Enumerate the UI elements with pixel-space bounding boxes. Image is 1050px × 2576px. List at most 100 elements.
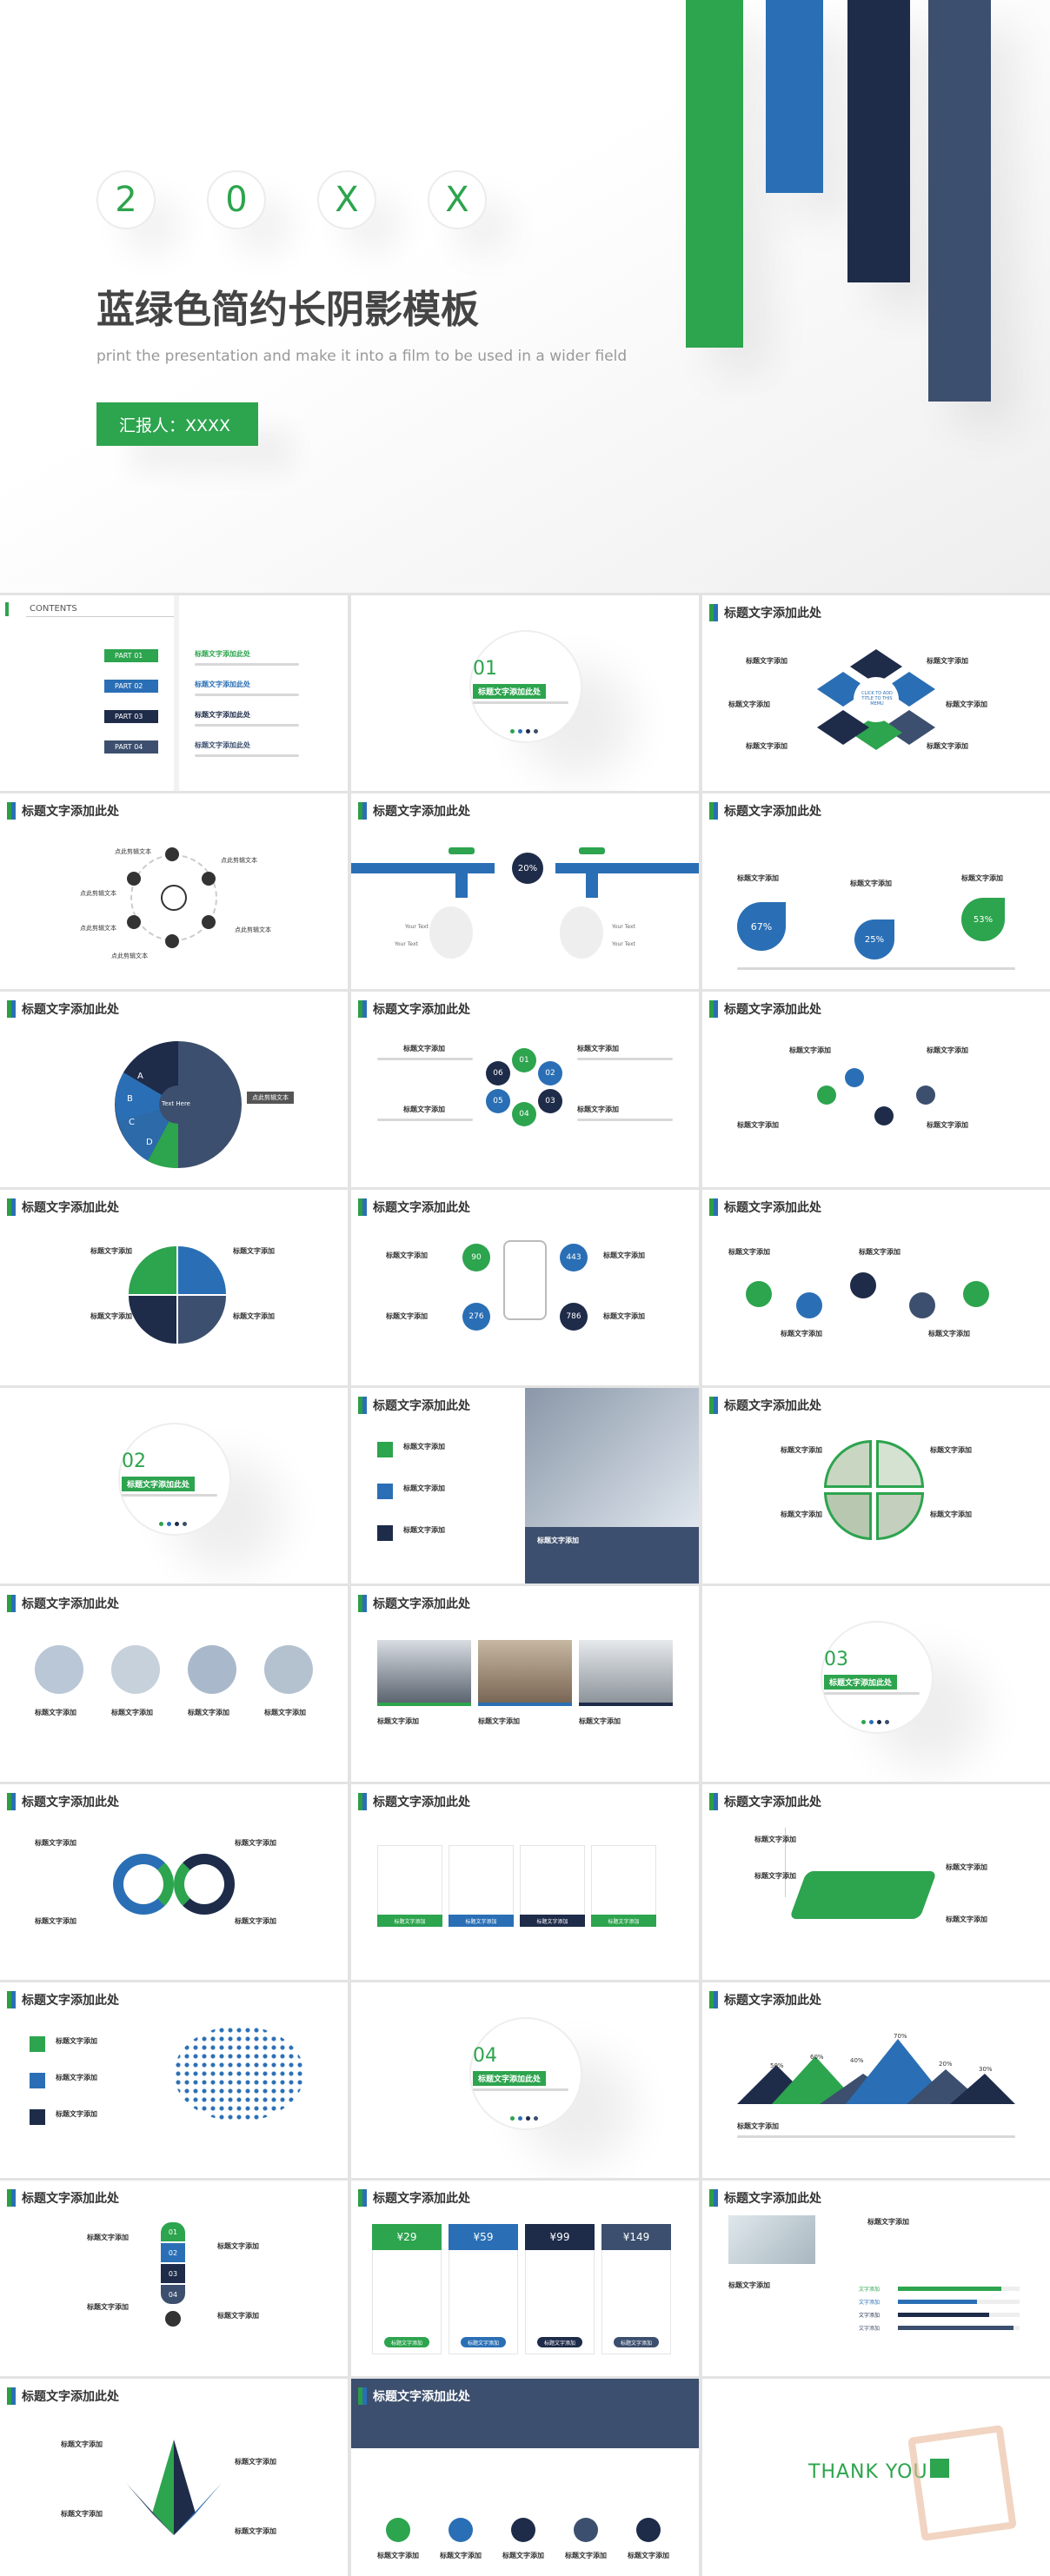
numbered-hex-slide[interactable]: 标题文字添加此处 06 01 02 03 04 05 标题文字添加 标题文字添加… (351, 992, 699, 1187)
accent-square (930, 2459, 949, 2478)
cover-slide[interactable]: 2 0 X X 蓝绿色简约长阴影模板 print the presentatio… (0, 0, 1050, 593)
part-label: PART 04 (104, 740, 158, 754)
drops-slide[interactable]: 标题文字添加此处 67% 25% 53% 标题文字添加 标题文字添加 标题文字添… (702, 793, 1050, 989)
item-title: 标题文字添加 (56, 2037, 97, 2045)
tablet-slide[interactable]: 标题文字添加此处 标题文字添加 标题文字添加 标题文字添加 标题文字添加 (702, 1784, 1050, 1980)
pie-center: Text Here (162, 1100, 190, 1107)
card-button[interactable]: 标题文字添加 (377, 1915, 442, 1927)
cart-icon (129, 1296, 176, 1344)
item-title: 标题文字添加 (781, 1510, 822, 1518)
stat-circle: 276 (462, 1303, 490, 1331)
section-number: 01 (473, 658, 497, 680)
pipe (455, 863, 468, 898)
divider (26, 616, 174, 617)
mountain-pct: 40% (850, 2057, 864, 2064)
office-photo (525, 1388, 699, 1527)
contents-item[interactable]: 标题文字添加此处 (195, 741, 250, 749)
petal-photo-slide[interactable]: 标题文字添加此处 标题文字添加 标题文字添加 标题文字添加 标题文字添加 (702, 1388, 1050, 1583)
mountain-slide[interactable]: 标题文字添加此处 50% 60% 40% 70% 20% 30% 标题文字添加 (702, 1982, 1050, 2178)
bar-track (898, 2313, 1020, 2317)
slide-header: 标题文字添加此处 (373, 1201, 470, 1215)
item-title: 标题文字添加 (386, 1251, 428, 1259)
timeline-slide[interactable]: 标题文字添加此处 标题文字添加 标题文字添加 标题文字添加 标题文字添加 (702, 992, 1050, 1187)
section-slide-04[interactable]: 04 标题文字添加此处 (351, 1982, 699, 2178)
pie-slide[interactable]: 标题文字添加此处 A B C D Text Here 点此剪辑文本 (0, 992, 348, 1187)
slide-header: 标题文字添加此处 (724, 607, 821, 621)
cloud-icon (178, 1246, 226, 1294)
banner-icons-slide[interactable]: 标题文字添加此处 标题文字添加 标题文字添加 标题文字添加 标题文字添加 标题文… (351, 2379, 699, 2576)
number-badge: 01 (512, 1048, 536, 1072)
section-slide-01[interactable]: 01 标题文字添加此处 (351, 595, 699, 791)
slide-header: 标题文字添加此处 (22, 1597, 119, 1611)
logo-stamp (907, 2424, 1017, 2542)
cover-subtitle: print the presentation and make it into … (96, 348, 628, 365)
slide-header: 标题文字添加此处 (724, 2192, 821, 2206)
buy-button[interactable]: 标题文字添加 (537, 2337, 582, 2347)
person-photo (35, 1645, 83, 1694)
drop-shape (560, 906, 603, 959)
item-title: 标题文字添加 (233, 1312, 275, 1320)
buy-button[interactable]: 标题文字添加 (614, 2337, 659, 2347)
caption-title: 标题文字添加 (537, 1537, 579, 1544)
hex-center-text: CLICK TO ADD TITLE TO THIS MEMU (861, 691, 893, 707)
hexagon-slide[interactable]: 标题文字添加此处 CLICK TO ADD TITLE TO THIS MEMU… (702, 595, 1050, 791)
cycle-arrow (174, 1854, 235, 1915)
phone-stats-slide[interactable]: 标题文字添加此处 90 443 276 786 标题文字添加 标题文字添加 标题… (351, 1190, 699, 1385)
cycle-label: 点此剪辑文本 (111, 953, 148, 959)
mountain-chart (737, 2039, 1015, 2104)
origami-slide[interactable]: 标题文字添加此处 标题文字添加 标题文字添加 标题文字添加 标题文字添加 (0, 2379, 348, 2576)
contents-item[interactable]: 标题文字添加此处 (195, 681, 250, 688)
item-title: 标题文字添加 (737, 2122, 779, 2130)
people-slide[interactable]: 标题文字添加此处 标题文字添加 标题文字添加 标题文字添加 标题文字添加 (0, 1586, 348, 1782)
item-title: 标题文字添加 (754, 1836, 796, 1843)
quad-circle-slide[interactable]: 标题文字添加此处 标题文字添加 标题文字添加 标题文字添加 标题文字添加 (0, 1190, 348, 1385)
section-slide-02[interactable]: 02 标题文字添加此处 (0, 1388, 348, 1583)
bar-label: 文字添加 (859, 2326, 881, 2332)
pipe-slide[interactable]: 标题文字添加此处 20% Your Text Your Text Your Te… (351, 793, 699, 989)
item-title: 标题文字添加 (386, 1312, 428, 1320)
section-label: 标题文字添加此处 (473, 2071, 547, 2086)
hex-label: 标题文字添加 (746, 742, 788, 750)
contents-slide[interactable]: CONTENTS PART 01 PART 02 PART 03 PART 04… (0, 595, 348, 791)
item-title: 标题文字添加 (35, 1917, 76, 1925)
card-button[interactable]: 标题文字添加 (520, 1915, 585, 1927)
item-title: 标题文字添加 (754, 1872, 796, 1880)
circle-icon (386, 2518, 410, 2542)
steps-slide[interactable]: 标题文字添加此处 01 02 03 04 标题文字添加 标题文字添加 标题文字添… (0, 2181, 348, 2376)
item-title: 标题文字添加 (859, 1248, 900, 1256)
icons-row-slide[interactable]: 标题文字添加此处 标题文字添加 标题文字添加 标题文字添加 标题文字添加 (702, 1190, 1050, 1385)
card-button[interactable]: 标题文字添加 (449, 1915, 514, 1927)
three-photos-slide[interactable]: 标题文字添加此处 标题文字添加 标题文字添加 标题文字添加 (351, 1586, 699, 1782)
cards-slide[interactable]: 标题文字添加此处 标题文字添加 标题文字添加 标题文字添加 标题文字添加 (351, 1784, 699, 1980)
bars-slide[interactable]: 标题文字添加此处 标题文字添加 标题文字添加 文字添加 文字添加 文字添加 文字… (702, 2181, 1050, 2376)
cycle-slide[interactable]: 标题文字添加此处 点此剪辑文本 点此剪辑文本 点此剪辑文本 点此剪辑文本 点此剪… (0, 793, 348, 989)
stat-circle: 90 (462, 1244, 490, 1271)
buy-button[interactable]: 标题文字添加 (384, 2337, 429, 2347)
origami-graphic (126, 2440, 222, 2535)
stat-circle: 443 (560, 1244, 588, 1271)
valve-icon (449, 847, 475, 854)
slide-header: 标题文字添加此处 (22, 1003, 119, 1017)
bar-label: 文字添加 (859, 2300, 881, 2306)
pipe-label: Your Text (395, 941, 418, 947)
thankyou-slide[interactable]: THANK YOU (702, 2379, 1050, 2576)
contents-item[interactable]: 标题文字添加此处 (195, 650, 250, 658)
buy-button[interactable]: 标题文字添加 (461, 2337, 506, 2347)
photo-list-slide[interactable]: 标题文字添加此处 标题文字添加 标题文字添加 标题文字添加 标题文字添加 (351, 1388, 699, 1583)
center-value: 20% (512, 853, 543, 884)
pricing-slide[interactable]: 标题文字添加此处 ¥29 ¥59 ¥99 ¥149 标题文字添加 标题文字添加 … (351, 2181, 699, 2376)
cycle-label: 点此剪辑文本 (235, 926, 271, 933)
step-badge: 02 (161, 2243, 185, 2262)
pipe (555, 863, 699, 873)
contents-item[interactable]: 标题文字添加此处 (195, 711, 250, 719)
photo (579, 1640, 673, 1703)
section-slide-03[interactable]: 03 标题文字添加此处 (702, 1586, 1050, 1782)
card-button[interactable]: 标题文字添加 (591, 1915, 656, 1927)
item-title: 标题文字添加 (478, 1717, 520, 1725)
cover-digit: 0 (207, 170, 266, 229)
cover-digit: X (428, 170, 487, 229)
arrows-cycle-slide[interactable]: 标题文字添加此处 标题文字添加 标题文字添加 标题文字添加 标题文字添加 (0, 1784, 348, 1980)
valve-icon (579, 847, 605, 854)
section-number: 03 (824, 1649, 848, 1670)
cloud-icons-slide[interactable]: 标题文字添加此处 标题文字添加 标题文字添加 标题文字添加 (0, 1982, 348, 2178)
